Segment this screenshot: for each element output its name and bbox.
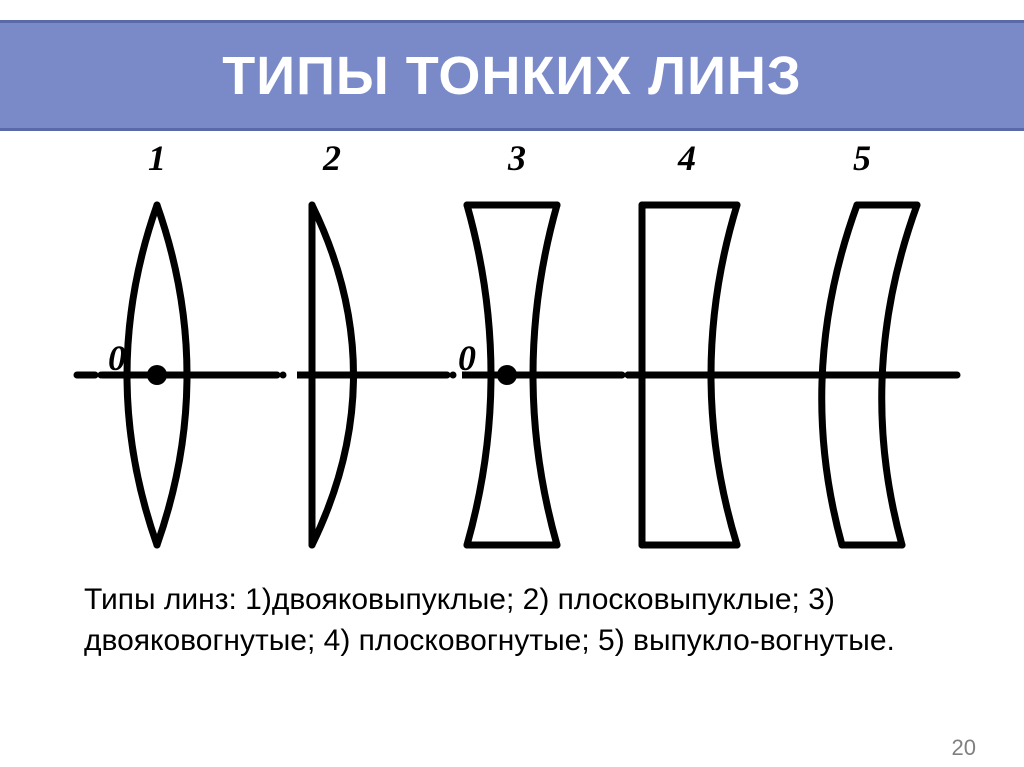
slide: ТИПЫ ТОНКИХ ЛИНЗ 1 2 3 4 5 0 0 Типы линз: 1)дв… bbox=[0, 0, 1024, 767]
zero-label: 0 bbox=[108, 338, 126, 378]
caption-line-1: Типы линз: 1)двояковыпуклые; 2) плосковы… bbox=[84, 583, 835, 616]
title-band: ТИПЫ ТОНКИХ ЛИНЗ bbox=[0, 20, 1024, 131]
slide-title: ТИПЫ ТОНКИХ ЛИНЗ bbox=[222, 45, 801, 107]
axis-dot bbox=[450, 372, 457, 379]
axis-dot bbox=[280, 372, 287, 379]
diagram-svg: 1 2 3 4 5 0 0 bbox=[60, 135, 974, 565]
zero-label: 0 bbox=[458, 338, 476, 378]
lens-number: 2 bbox=[322, 138, 341, 178]
lens-diagram: 1 2 3 4 5 0 0 bbox=[60, 135, 974, 565]
lens-number: 3 bbox=[507, 138, 526, 178]
optical-center-dot bbox=[147, 365, 167, 385]
lens-number: 1 bbox=[148, 138, 166, 178]
lens-number: 5 bbox=[853, 138, 871, 178]
caption-line-2: двояковогнутые; 4) плосковогнутые; 5) вы… bbox=[84, 624, 895, 657]
caption: Типы линз: 1)двояковыпуклые; 2) плосковы… bbox=[84, 580, 954, 661]
lens-number: 4 bbox=[677, 138, 696, 178]
page-number: 20 bbox=[952, 735, 976, 761]
optical-center-dot bbox=[497, 365, 517, 385]
